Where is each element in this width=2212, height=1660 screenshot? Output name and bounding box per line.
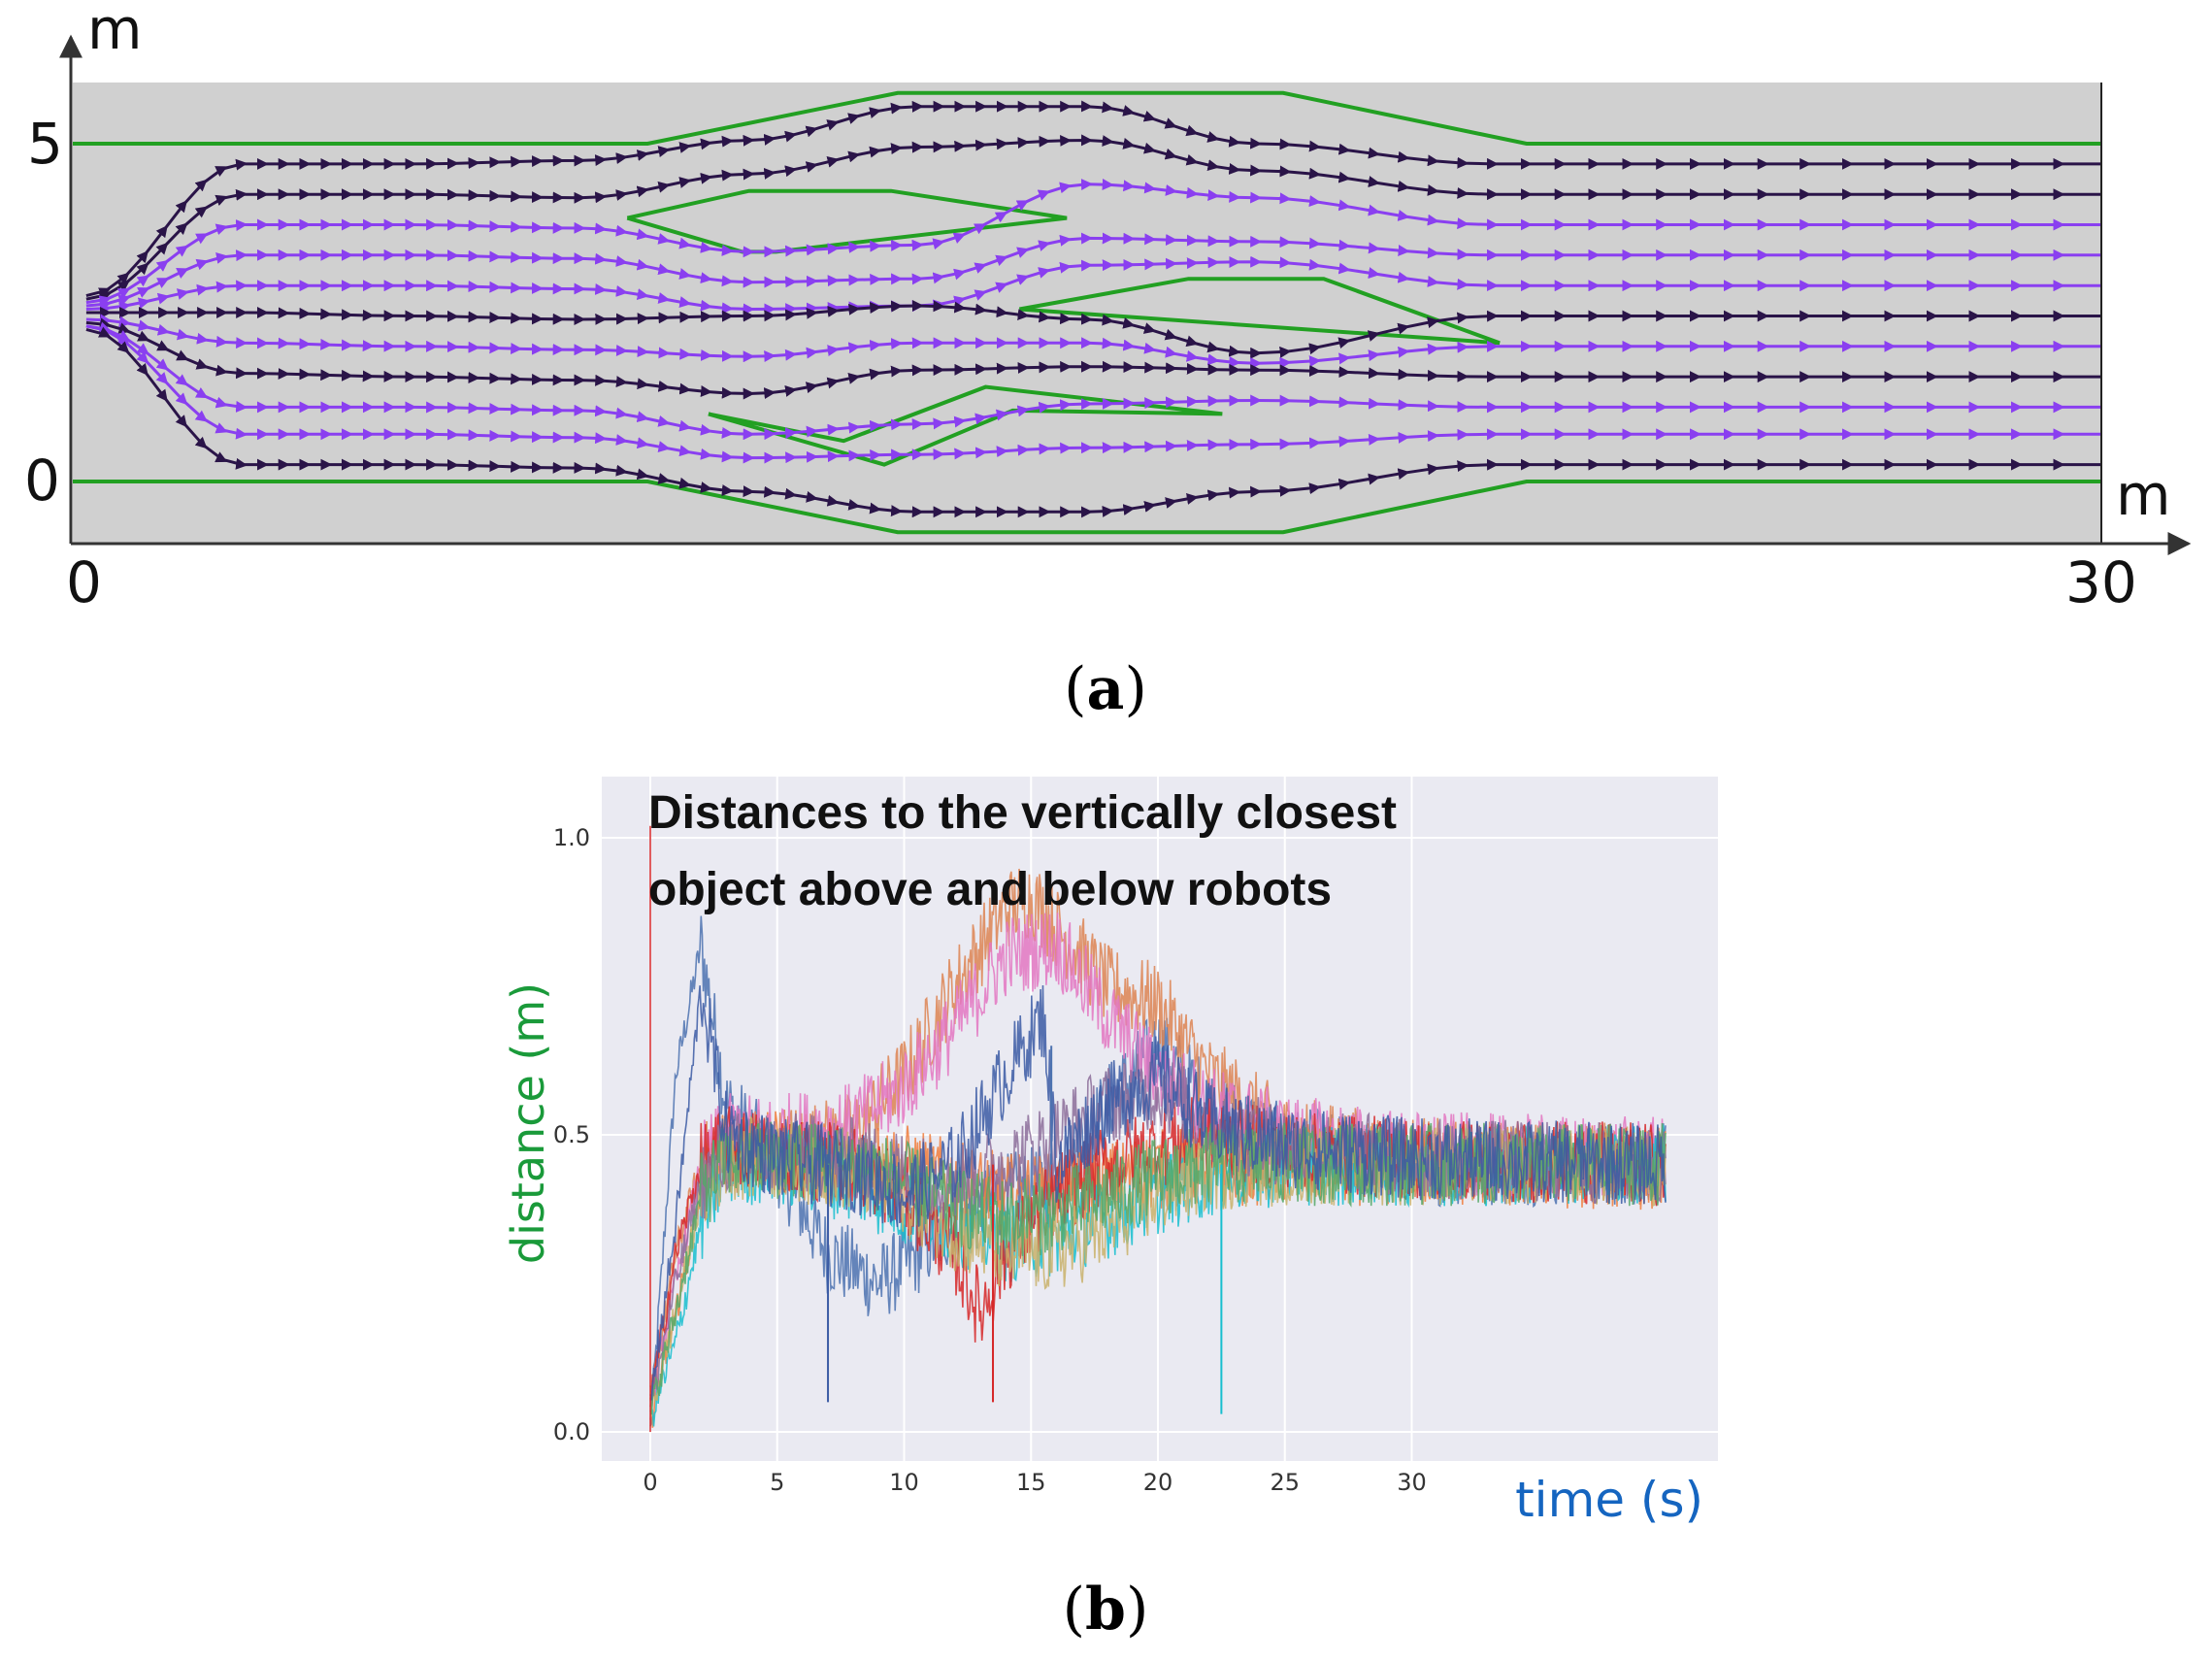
ticks-group: 0 5 10 15 20 25 30 0.0 0.5 1.0 [553,824,1427,1496]
series-robot-10 [649,984,1667,1401]
x-axis-label: time (s) [1515,1472,1703,1528]
panel-a-label: (a) [1064,655,1147,723]
panel-b-letter: b [1085,1576,1126,1643]
a-x-tick-0: 0 [66,549,102,615]
a-y-tick-0: 0 [24,448,60,514]
y-tick-0: 0.0 [553,1418,590,1445]
chart-title-line-1: Distances to the vertically closest [648,787,1397,839]
y-tick-0.5: 0.5 [553,1121,590,1148]
x-tick-5: 5 [770,1469,784,1496]
x-tick-0: 0 [643,1469,657,1496]
panel-a-letter: a [1087,655,1125,723]
y-tick-1: 1.0 [553,824,590,851]
trajectory-11 [85,326,2101,518]
panel-a: m m 5 0 0 30 (a) [24,0,2192,723]
trajectories-group [85,100,2101,518]
x-tick-15: 15 [1016,1469,1046,1496]
y-axis-label: distance (m) [502,982,554,1264]
x-tick-30: 30 [1397,1469,1427,1496]
panel-b: 0 5 10 15 20 25 30 0.0 0.5 1.0 Distances to the v… [502,777,1718,1643]
a-y-unit: m [87,0,143,62]
a-x-tick-30: 30 [2065,549,2137,615]
chart-title-line-2: object above and below robots [648,864,1332,915]
x-tick-10: 10 [889,1469,919,1496]
x-tick-20: 20 [1143,1469,1173,1496]
panel-b-label: (b) [1063,1576,1149,1643]
series-group [649,825,1667,1432]
a-y-tick-5: 5 [27,111,63,177]
a-x-unit: m [2116,462,2171,528]
x-tick-25: 25 [1270,1469,1300,1496]
